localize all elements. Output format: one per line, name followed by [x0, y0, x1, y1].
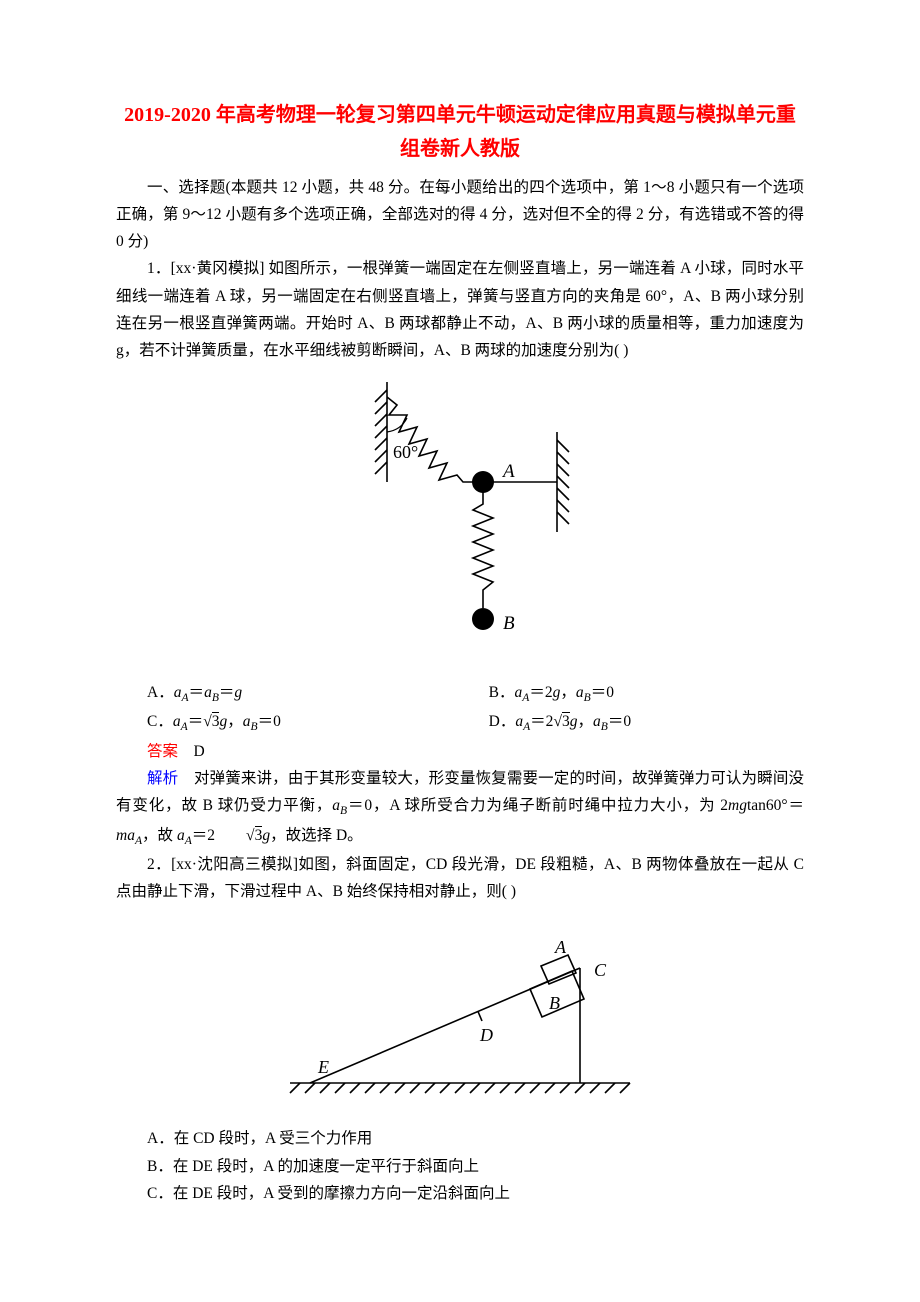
q1-answer-line: 答案 D: [116, 738, 804, 765]
q1-option-c: C．aA＝3g，aB＝0: [147, 708, 489, 737]
q1-options: A．aA＝aB＝g B．aA＝2g，aB＝0 C．aA＝3g，aB＝0 D．aA…: [147, 679, 804, 738]
opt-c-letter: C．: [147, 713, 173, 730]
answer-value: D: [194, 743, 205, 760]
q2-label-c: C: [594, 960, 607, 980]
answer-label: 答案: [147, 743, 178, 760]
angle-label: 60°: [393, 442, 418, 462]
q2-option-b: B．在 DE 段时，A 的加速度一定平行于斜面向上: [116, 1153, 804, 1180]
section-intro: 一、选择题(本题共 12 小题，共 48 分。在每小题给出的四个选项中，第 1～…: [116, 174, 804, 255]
analysis-label: 解析: [147, 770, 178, 787]
label-a: A: [501, 461, 515, 482]
q2-label-d: D: [479, 1025, 493, 1045]
q1-stem: 1．[xx·黄冈模拟] 如图所示，一根弹簧一端固定在左侧竖直墙上，另一端连着 A…: [116, 255, 804, 364]
opt-a-letter: A．: [147, 684, 174, 701]
q2-label-e: E: [317, 1057, 329, 1077]
opt-b-letter: B．: [489, 684, 515, 701]
q2-figure: A B C D E: [116, 913, 804, 1117]
incline-diagram-svg: A B C D E: [270, 913, 650, 1108]
spring-diagram-svg: 60° A B: [345, 372, 575, 662]
q2-label-a: A: [554, 937, 567, 957]
q2-option-a: A．在 CD 段时，A 受三个力作用: [116, 1125, 804, 1152]
q2-label-b: B: [549, 993, 560, 1013]
exam-page: 2019-2020 年高考物理一轮复习第四单元牛顿运动定律应用真题与模拟单元重组…: [0, 0, 920, 1267]
q1-option-b: B．aA＝2g，aB＝0: [489, 679, 804, 708]
q1-figure: 60° A B: [116, 372, 804, 671]
analysis-text-2: A 球所受合力为绳子断前时绳中拉力大小，为: [389, 797, 715, 814]
q1-analysis: 解析 对弹簧来讲，由于其形变量较大，形变量恢复需要一定的时间，故弹簧弹力可认为瞬…: [116, 765, 804, 851]
q2-option-c: C．在 DE 段时，A 受到的摩擦力方向一定沿斜面向上: [116, 1180, 804, 1207]
analysis-text-3: 故选择 D。: [286, 827, 363, 844]
opt-d-letter: D．: [489, 713, 516, 730]
label-b: B: [503, 613, 515, 634]
page-title: 2019-2020 年高考物理一轮复习第四单元牛顿运动定律应用真题与模拟单元重组…: [116, 98, 804, 166]
q1-option-a: A．aA＝aB＝g: [147, 679, 489, 708]
q1-option-d: D．aA＝23g，aB＝0: [489, 708, 804, 737]
q2-stem: 2．[xx·沈阳高三模拟]如图，斜面固定，CD 段光滑，DE 段粗糙，A、B 两…: [116, 851, 804, 905]
